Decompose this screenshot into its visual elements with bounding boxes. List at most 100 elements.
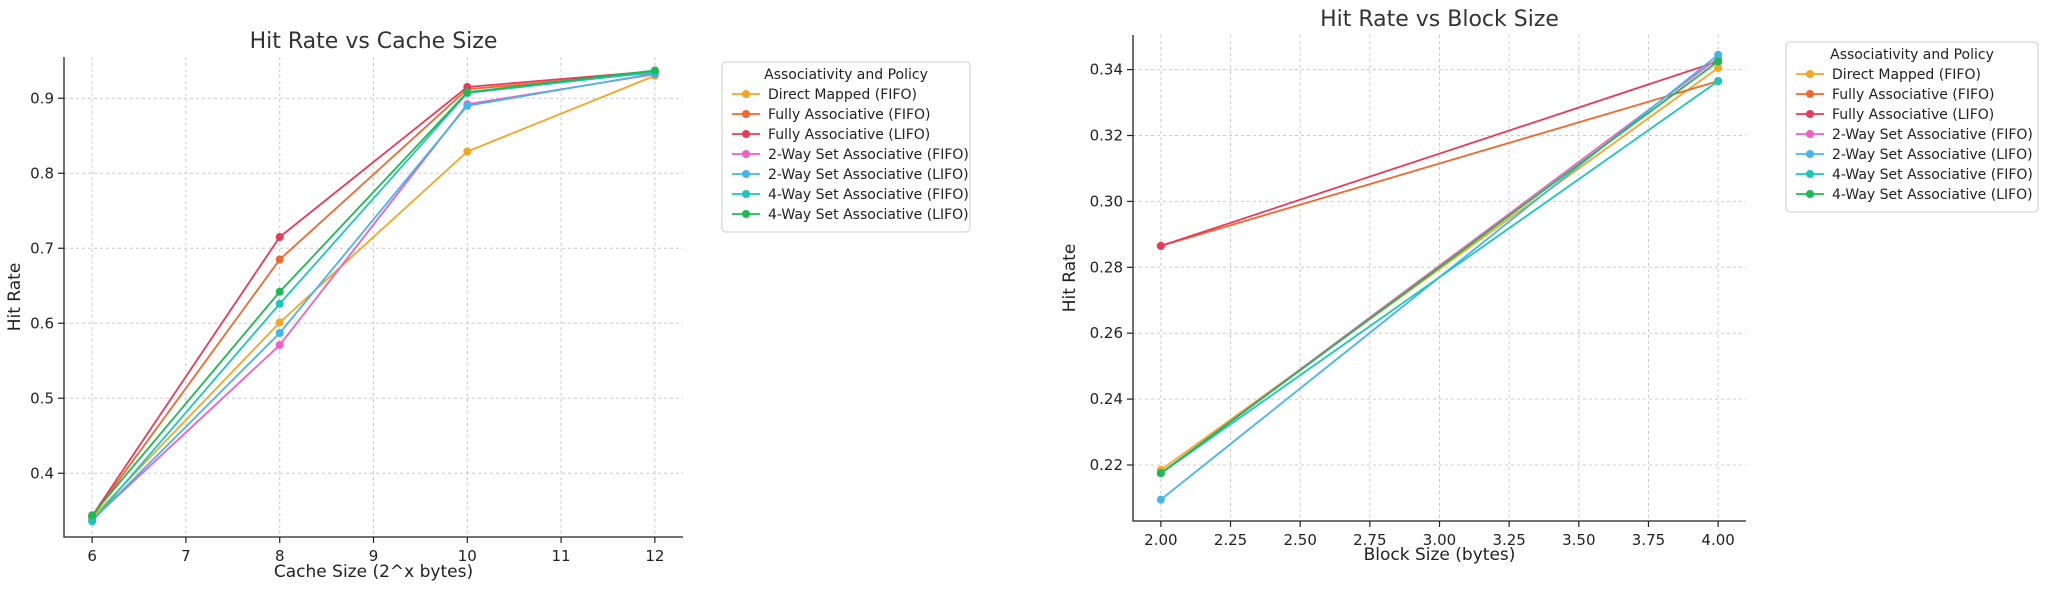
legend-item: Fully Associative (FIFO) [732,107,930,123]
series-line [1160,60,1719,474]
y-tick-label: 0.7 [30,239,54,257]
y-tick-label: 0.24 [1090,390,1123,408]
legend-swatch-marker [742,110,750,118]
chart-title: Hit Rate vs Block Size [1320,7,1559,32]
legend-label: Direct Mapped (FIFO) [768,87,917,103]
legend-label: Direct Mapped (FIFO) [1832,67,1981,83]
legend-swatch-marker [742,130,750,138]
series-line [1160,80,1719,247]
legend-item: 2-Way Set Associative (LIFO) [1796,147,2033,163]
data-point [275,329,284,337]
legend-label: 2-Way Set Associative (LIFO) [1832,147,2033,163]
data-point [275,233,284,241]
legend-label: Fully Associative (LIFO) [1832,107,1994,123]
series-4-way-set-associative-lifo [88,66,659,520]
x-tick-label: 11 [552,547,571,565]
x-tick-label: 7 [181,547,191,565]
x-tick-label: 2.00 [1144,531,1177,549]
legend-swatch-marker [742,210,750,218]
y-tick-label: 0.22 [1090,456,1123,474]
series-fully-associative-lifo [1156,57,1723,250]
legend-item: 4-Way Set Associative (FIFO) [1796,167,2033,183]
data-point [463,88,472,97]
series-line [91,71,655,518]
x-axis-label: Cache Size (2^x bytes) [274,562,473,582]
legend-label: 2-Way Set Associative (LIFO) [768,167,969,183]
axes-spine [1132,35,1746,522]
legend-swatch-marker [1806,90,1814,98]
data-point [88,517,97,526]
data-point [1156,495,1165,504]
x-tick-label: 3.50 [1562,531,1595,549]
legend: Associativity and Policy Direct Mapped (F… [1785,41,2039,213]
legend-title: Associativity and Policy [1830,47,1994,63]
x-tick-label: 12 [645,547,664,565]
x-tick-label: 10 [458,547,477,565]
series-line [1160,80,1719,474]
series-4-way-set-associative-lifo [1156,57,1723,478]
legend-label: 2-Way Set Associative (FIFO) [768,147,969,163]
y-tick-label: 0.30 [1090,192,1123,210]
data-point [463,101,472,110]
legend-item: 4-Way Set Associative (LIFO) [1796,187,2033,203]
legend-swatch-marker [1806,190,1814,198]
data-point [650,66,659,75]
data-point [88,511,97,520]
x-tick-label: 4.00 [1701,531,1734,549]
axes-spine [63,57,683,538]
legend-item: 4-Way Set Associative (LIFO) [732,207,969,223]
legend-swatch-marker [742,170,750,178]
data-point [1714,63,1723,72]
data-point [275,318,284,327]
legend-swatch-marker [1806,170,1814,178]
data-point [1714,50,1723,59]
legend-item: Fully Associative (LIFO) [732,127,930,143]
data-point [463,147,472,156]
series-line [1160,60,1719,247]
series-line [91,72,656,522]
data-point [275,255,284,264]
y-tick-label: 0.9 [30,89,54,107]
legend-box [721,61,971,233]
series-line [91,74,656,519]
legend-item: Fully Associative (LIFO) [1796,107,1994,123]
legend-label: 4-Way Set Associative (FIFO) [768,187,969,203]
y-tick-label: 0.28 [1090,258,1123,276]
y-tick-label: 0.32 [1090,126,1123,144]
y-tick-label: 0.8 [30,164,54,182]
legend-swatch-marker [1806,150,1814,158]
legend-swatch-marker [742,150,750,158]
y-axis-label: Hit Rate [5,263,25,332]
data-point [275,287,284,296]
series-line [91,70,655,517]
chart-hit-rate-vs-block-size: 2.00 2.25 2.50 2.75 3.00 3.25 3.50 3.75 4.00 0.22… [1060,7,2039,565]
legend-item: Direct Mapped (FIFO) [1796,67,1981,83]
legend-swatch-marker [1806,110,1814,118]
legend-item: Fully Associative (FIFO) [1796,87,1994,103]
legend-swatch-marker [1806,130,1814,138]
x-tick-label: 6 [87,547,97,565]
data-point [1714,57,1723,66]
y-tick-label: 0.6 [30,314,54,332]
x-tick-label: 3.00 [1423,531,1456,549]
x-tick-label: 3.25 [1492,531,1525,549]
x-tick-label: 9 [369,547,379,565]
data-point [275,341,284,349]
legend-item: 4-Way Set Associative (FIFO) [732,187,969,203]
legend-item: Direct Mapped (FIFO) [732,87,917,103]
x-tick-label: 2.75 [1353,531,1386,549]
legend: Associativity and Policy Direct Mapped (F… [721,61,971,233]
legend-label: Fully Associative (LIFO) [768,127,930,143]
legend-label: Fully Associative (FIFO) [768,107,930,123]
y-tick-label: 0.5 [30,389,54,407]
legend-swatch-marker [742,90,750,98]
y-tick-label: 0.26 [1090,324,1123,342]
data-point [1156,241,1165,250]
legend-label: 4-Way Set Associative (FIFO) [1832,167,2033,183]
x-tick-label: 2.25 [1214,531,1247,549]
x-tick-label: 3.75 [1632,531,1665,549]
data-point [275,299,284,308]
legend-title: Associativity and Policy [764,67,928,83]
series-line [91,69,655,516]
data-point [1156,469,1165,478]
